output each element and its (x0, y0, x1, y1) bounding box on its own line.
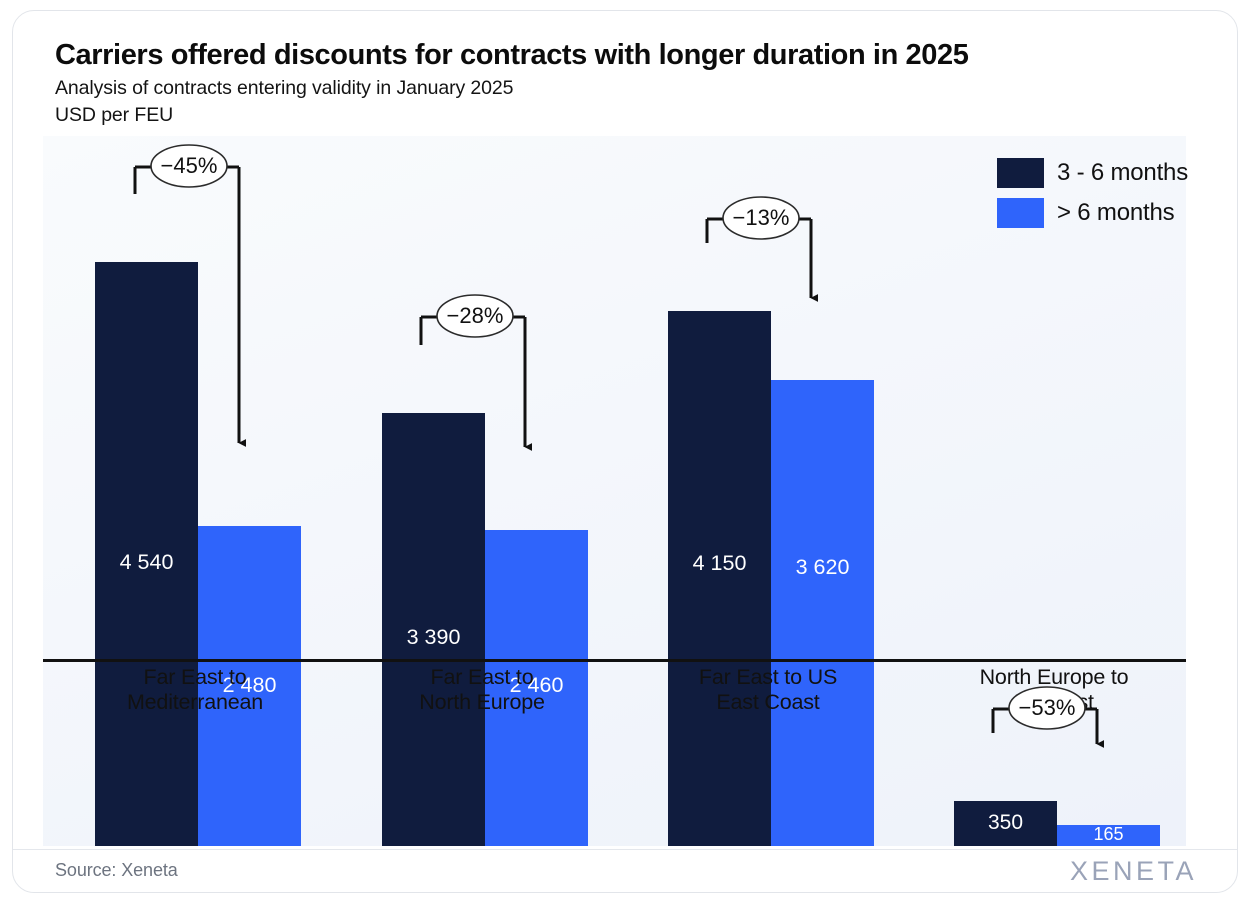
legend-label: 3 - 6 months (1057, 159, 1188, 186)
bar-over-6-months-north-europe-to-far-east[interactable]: 165 (1057, 824, 1160, 846)
bar-value-label: 2 460 (509, 673, 564, 697)
chart-legend: 3 - 6 months > 6 months (997, 158, 1188, 238)
plot-area: 4 540 2 480 3 390 2 460 4 150 3 620 (43, 136, 1186, 846)
bar-group-far-east-to-mediterranean: 4 540 2 480 (95, 226, 347, 846)
bar-group-far-east-to-us-east-coast: 4 150 3 620 (668, 226, 920, 846)
x-axis-label-north-europe-to-far-east: North Europe to Far East (928, 665, 1180, 715)
bar-value-label: 2 480 (222, 673, 277, 697)
x-axis-label-line-2: East Coast (716, 690, 820, 714)
x-axis-label-far-east-to-mediterranean: Far East to Mediterranean (69, 665, 321, 715)
bar-group-north-europe-to-far-east: 350 165 (954, 226, 1206, 846)
legend-swatch-navy (997, 158, 1044, 188)
x-axis-line (43, 659, 1186, 662)
legend-label: > 6 months (1057, 199, 1175, 226)
bar-value-label: 4 150 (692, 551, 747, 575)
source-label: Source: Xeneta (55, 860, 178, 880)
bar-over-6-months-far-east-to-us-east-coast[interactable]: 3 620 (771, 380, 874, 846)
bar-over-6-months-far-east-to-mediterranean[interactable]: 2 480 (198, 526, 301, 846)
x-axis-label-line-2: North Europe (419, 690, 545, 714)
bar-3-6-months-north-europe-to-far-east[interactable]: 350 (954, 801, 1057, 846)
x-axis-label-far-east-to-us-east-coast: Far East to US East Coast (642, 665, 894, 715)
xeneta-logo: XENETA (1069, 856, 1197, 886)
legend-swatch-blue (997, 198, 1044, 228)
bar-group-far-east-to-north-europe: 3 390 2 460 (382, 226, 634, 846)
x-axis-label-line-1: North Europe to (979, 665, 1129, 689)
x-axis-label-line-2: Far East (1014, 690, 1094, 714)
x-axis-label-line-2: Mediterranean (126, 690, 264, 714)
legend-item-over-6-months[interactable]: > 6 months (997, 198, 1188, 228)
bar-value-label: 4 540 (119, 550, 174, 574)
chart-subtitle: Analysis of contracts entering validity … (55, 77, 514, 99)
chart-units-label: USD per FEU (55, 104, 174, 126)
bar-over-6-months-far-east-to-north-europe[interactable]: 2 460 (485, 530, 588, 846)
bar-3-6-months-far-east-to-mediterranean[interactable]: 4 540 (95, 262, 198, 846)
legend-item-3-6-months[interactable]: 3 - 6 months (997, 158, 1188, 188)
chart-card: Carriers offered discounts for contracts… (12, 10, 1238, 893)
bar-3-6-months-far-east-to-north-europe[interactable]: 3 390 (382, 413, 485, 846)
x-axis-label-line-1: Far East to (430, 665, 534, 689)
bar-3-6-months-far-east-to-us-east-coast[interactable]: 4 150 (668, 311, 771, 846)
bar-value-label: 3 620 (795, 555, 850, 579)
x-axis-label-far-east-to-north-europe: Far East to North Europe (356, 665, 608, 715)
x-axis-label-line-1: Far East to (143, 665, 247, 689)
page-title: Carriers offered discounts for contracts… (55, 39, 969, 71)
bar-value-label: 350 (987, 811, 1024, 834)
footer-divider (13, 849, 1237, 850)
bar-value-label: 3 390 (406, 625, 461, 649)
bar-value-label: 165 (1093, 824, 1124, 844)
x-axis-label-line-1: Far East to US (698, 665, 838, 689)
